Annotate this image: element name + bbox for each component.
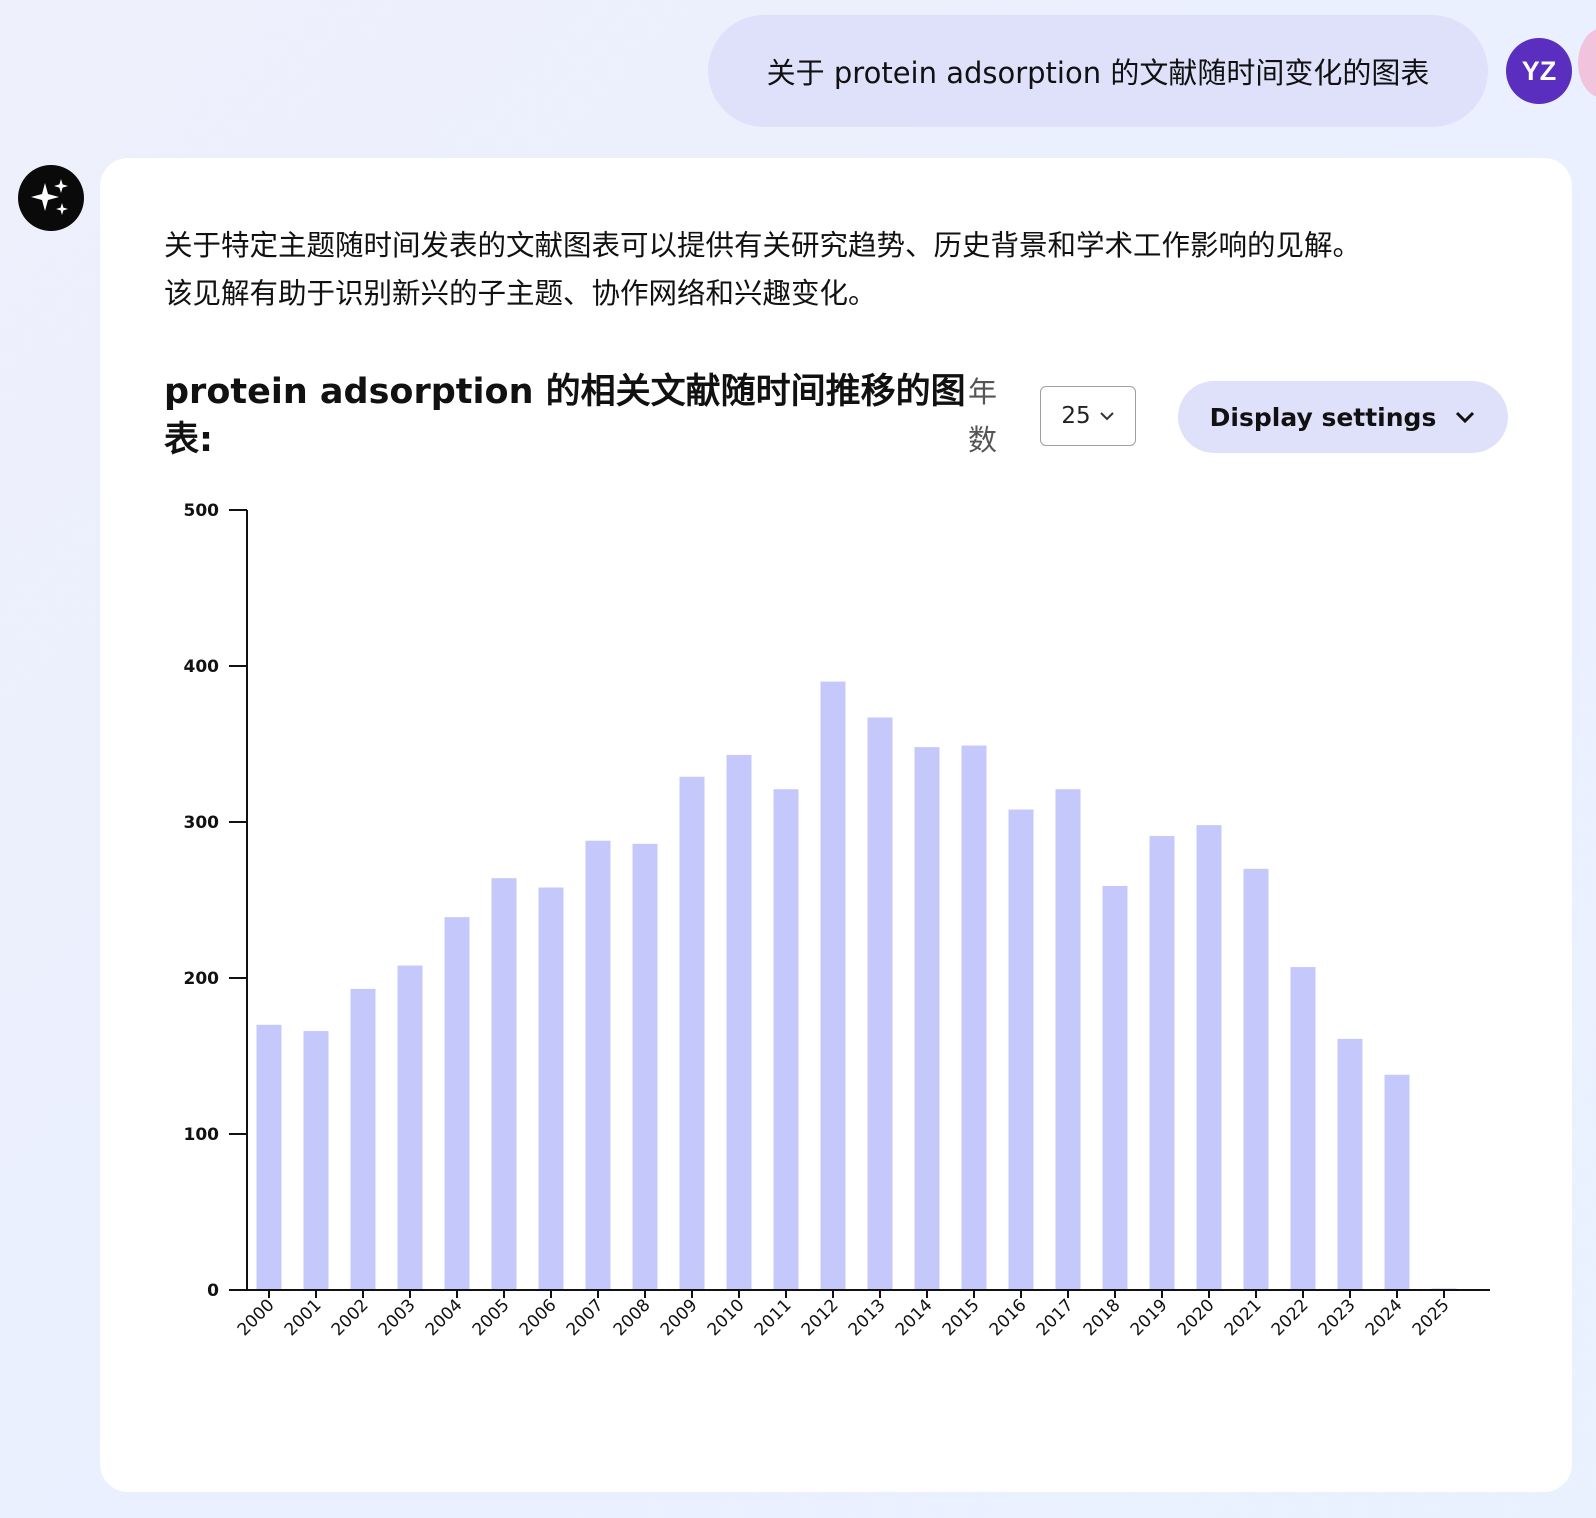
chart-heading: protein adsorption 的相关文献随时间推移的图表: <box>164 372 966 460</box>
x-tick-label-2007: 2007 <box>563 1295 608 1340</box>
y-tick-label-400: 400 <box>184 657 220 677</box>
avatar-initials: YZ <box>1521 55 1557 86</box>
bar-2017[interactable] <box>1055 789 1081 1290</box>
bar-2005[interactable] <box>491 878 517 1290</box>
bar-2004[interactable] <box>444 917 470 1290</box>
bar-2020[interactable] <box>1196 825 1222 1290</box>
bar-2023[interactable] <box>1337 1038 1363 1290</box>
bar-2021[interactable] <box>1243 868 1269 1290</box>
bar-2009[interactable] <box>679 776 705 1290</box>
x-tick-label-2018: 2018 <box>1080 1295 1125 1340</box>
publications-bar-chart: 0 100 200 300 400 500 2000 2001 2002 2003 2004 2005… <box>184 501 1490 1340</box>
x-tick-label-2010: 2010 <box>704 1295 749 1340</box>
bar-2016[interactable] <box>1008 809 1034 1290</box>
x-tick-label-2005: 2005 <box>469 1295 514 1340</box>
bar-2001[interactable] <box>303 1031 329 1290</box>
x-tick-label-2019: 2019 <box>1127 1295 1172 1340</box>
x-tick-label-2009: 2009 <box>657 1295 702 1340</box>
x-tick-label-2015: 2015 <box>939 1295 984 1340</box>
x-tick-label-2000: 2000 <box>234 1295 279 1340</box>
bar-2012[interactable] <box>820 681 846 1290</box>
display-settings-label: Display settings <box>1209 402 1437 432</box>
user-message-text: 关于 protein adsorption 的文献随时间变化的图表 <box>766 56 1430 90</box>
display-settings-button[interactable]: Display settings <box>1178 381 1508 453</box>
secondary-avatar <box>1578 28 1596 98</box>
x-tick-label-2021: 2021 <box>1221 1295 1266 1340</box>
bar-2019[interactable] <box>1149 836 1175 1290</box>
sparkles-icon <box>31 179 68 215</box>
years-select-value: 25 <box>1061 403 1091 429</box>
chevron-down-icon <box>1456 411 1475 424</box>
bar-2006[interactable] <box>538 887 564 1290</box>
x-tick-label-2023: 2023 <box>1315 1295 1360 1340</box>
intro-line-2: 该见解有助于识别新兴的子主题、协作网络和兴趣变化。 <box>164 277 877 310</box>
bar-2013[interactable] <box>867 717 893 1290</box>
x-tick-label-2008: 2008 <box>610 1295 655 1340</box>
bar-2007[interactable] <box>585 840 611 1290</box>
user-avatar[interactable]: YZ <box>1506 38 1572 104</box>
bar-2002[interactable] <box>350 988 376 1290</box>
x-tick-label-2013: 2013 <box>845 1295 890 1340</box>
y-tick-label-100: 100 <box>184 1125 220 1145</box>
years-select[interactable]: 25 <box>1040 386 1136 446</box>
x-tick-label-2014: 2014 <box>892 1295 937 1340</box>
bar-2010[interactable] <box>726 754 752 1290</box>
x-tick-label-2024: 2024 <box>1362 1295 1407 1340</box>
bar-2015[interactable] <box>961 745 987 1290</box>
bar-2008[interactable] <box>632 843 658 1290</box>
x-tick-label-2006: 2006 <box>516 1295 561 1340</box>
bar-2024[interactable] <box>1384 1074 1410 1290</box>
y-tick-label-300: 300 <box>184 813 220 833</box>
y-tick-label-0: 0 <box>207 1281 219 1301</box>
bar-2018[interactable] <box>1102 885 1128 1290</box>
x-tick-label-2022: 2022 <box>1268 1295 1313 1340</box>
chevron-down-icon <box>1099 412 1114 421</box>
years-label: 年数 <box>968 375 998 457</box>
bar-2011[interactable] <box>773 789 799 1290</box>
bar-2022[interactable] <box>1290 967 1316 1290</box>
y-tick-label-200: 200 <box>184 969 220 989</box>
x-tick-label-2004: 2004 <box>422 1295 467 1340</box>
user-message-bubble: 关于 protein adsorption 的文献随时间变化的图表 <box>708 15 1488 127</box>
x-tick-label-2016: 2016 <box>986 1295 1031 1340</box>
bar-2003[interactable] <box>397 965 423 1290</box>
assistant-avatar <box>18 165 84 231</box>
bar-2000[interactable] <box>256 1024 282 1290</box>
x-tick-label-2017: 2017 <box>1033 1295 1078 1340</box>
x-tick-label-2012: 2012 <box>798 1295 843 1340</box>
x-tick-label-2025: 2025 <box>1409 1295 1454 1340</box>
intro-line-1: 关于特定主题随时间发表的文献图表可以提供有关研究趋势、历史背景和学术工作影响的见… <box>164 229 1362 262</box>
x-tick-label-2001: 2001 <box>281 1295 326 1340</box>
y-tick-label-500: 500 <box>184 501 220 521</box>
x-tick-label-2002: 2002 <box>328 1295 373 1340</box>
x-tick-label-2003: 2003 <box>375 1295 420 1340</box>
x-tick-label-2011: 2011 <box>751 1295 796 1340</box>
intro-paragraph: 关于特定主题随时间发表的文献图表可以提供有关研究趋势、历史背景和学术工作影响的见… <box>164 222 1524 318</box>
x-tick-label-2020: 2020 <box>1174 1295 1219 1340</box>
bar-2014[interactable] <box>914 747 940 1290</box>
